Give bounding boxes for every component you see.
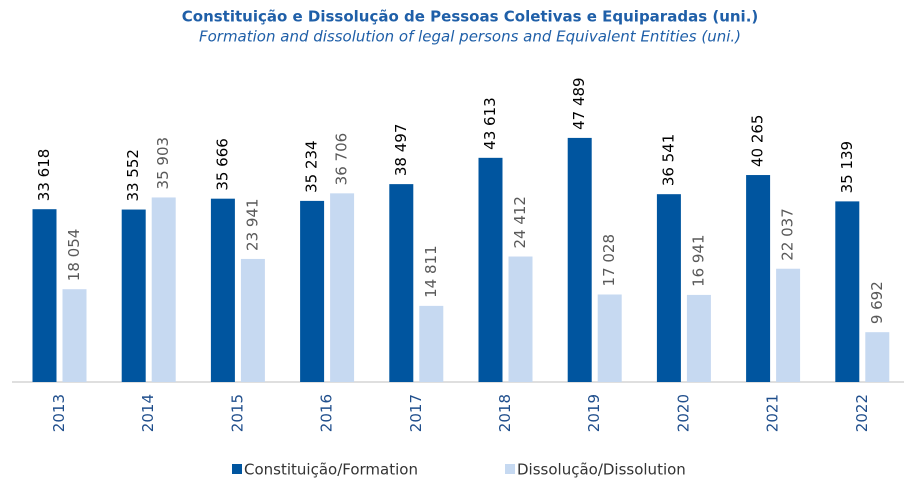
x-tick-label: 2020 xyxy=(674,394,692,432)
value-label: 22 037 xyxy=(779,208,797,261)
value-label: 36 706 xyxy=(333,133,351,186)
value-label: 18 054 xyxy=(65,229,83,282)
x-tick-label: 2015 xyxy=(228,394,246,432)
legend-swatch xyxy=(505,464,515,474)
x-tick-label: 2014 xyxy=(139,394,157,432)
bar xyxy=(597,294,622,382)
value-label: 35 903 xyxy=(154,137,172,190)
value-label: 16 941 xyxy=(689,234,707,287)
value-label: 47 489 xyxy=(570,77,588,130)
bar xyxy=(686,294,711,382)
x-tick-label: 2019 xyxy=(585,394,603,432)
bar xyxy=(330,193,355,382)
value-label: 33 552 xyxy=(124,149,142,202)
value-label: 14 811 xyxy=(422,245,440,298)
bar xyxy=(300,200,325,382)
bar xyxy=(240,258,265,382)
bar xyxy=(478,157,503,382)
legend-swatch xyxy=(232,464,242,474)
x-tick-label: 2017 xyxy=(407,394,425,432)
x-tick-label: 2013 xyxy=(50,394,68,432)
value-label: 24 412 xyxy=(511,196,529,249)
value-label: 35 139 xyxy=(838,141,856,194)
x-tick-label: 2016 xyxy=(318,394,336,432)
value-label: 33 618 xyxy=(35,149,53,202)
x-tick-label: 2022 xyxy=(853,394,871,432)
value-label: 35 234 xyxy=(303,140,321,193)
value-label: 38 497 xyxy=(392,124,410,177)
bar xyxy=(121,209,146,382)
bar xyxy=(865,332,890,382)
x-tick-label: 2021 xyxy=(764,394,782,432)
legend-label: Constituição/Formation xyxy=(244,461,418,479)
value-label: 36 541 xyxy=(659,134,677,187)
x-tick-label: 2018 xyxy=(496,394,514,432)
bar xyxy=(389,184,414,382)
bar xyxy=(419,305,444,382)
bar xyxy=(508,256,533,382)
bar xyxy=(776,268,801,382)
chart-subtitle: Formation and dissolution of legal perso… xyxy=(199,28,741,46)
bar xyxy=(567,137,592,382)
value-label: 35 666 xyxy=(213,138,231,191)
value-label: 23 941 xyxy=(243,198,261,251)
value-label: 17 028 xyxy=(600,234,618,287)
bar xyxy=(32,209,57,382)
legend-label: Dissolução/Dissolution xyxy=(517,461,686,479)
bar xyxy=(835,201,860,382)
bar xyxy=(656,194,681,382)
bar xyxy=(151,197,176,382)
bar xyxy=(746,175,771,382)
chart-title: Constituição e Dissolução de Pessoas Col… xyxy=(182,8,759,26)
bar xyxy=(62,289,87,382)
value-label: 40 265 xyxy=(749,115,767,168)
bar xyxy=(210,198,235,382)
value-label: 43 613 xyxy=(481,97,499,150)
value-label: 9 692 xyxy=(868,281,886,324)
